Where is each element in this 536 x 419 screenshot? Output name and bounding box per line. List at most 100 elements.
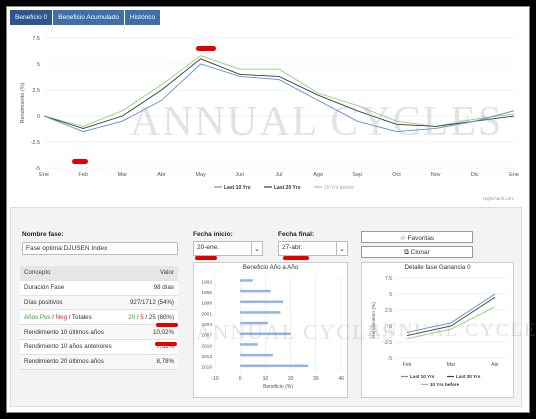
clonar-button[interactable]: ⧉ Clonar — [361, 246, 473, 258]
y-axis-label: Rendimiento (%) — [371, 302, 377, 338]
stats-table: Concepto Valor Duración Fase 98 días Día… — [20, 266, 178, 370]
x-tick-label: Dic — [471, 172, 479, 178]
y-tick-label: -2.5 — [383, 340, 392, 346]
value-header: Valor — [160, 269, 174, 277]
clonar-label: Clonar — [410, 249, 430, 256]
y-tick-label: 1992 — [201, 279, 212, 285]
star-icon: ☆ — [399, 235, 406, 242]
yearly-benefit-panel: Beneficio Año a Año — [193, 262, 348, 398]
series-line — [43, 63, 515, 133]
x-tick-label: 30 — [313, 376, 319, 382]
bar — [240, 364, 309, 368]
y-tick-label: 5 — [37, 62, 40, 68]
stats-header: Concepto Valor — [20, 266, 178, 281]
bar — [240, 353, 273, 357]
x-tick-label: Nov — [431, 172, 441, 178]
stat-value: 98 días — [153, 284, 174, 292]
phase-name-label: Nombre fase: — [22, 231, 64, 238]
start-date-label: Fecha inicio: — [193, 231, 233, 238]
yearly-benefit-title: Beneficio Año a Año — [242, 264, 299, 271]
x-tick-label: Sep — [352, 172, 362, 178]
bar — [240, 279, 253, 282]
y-tick-label: 2.5 — [32, 88, 40, 94]
x-tick-label: -10 — [211, 376, 218, 382]
watermark: ANNUAL CYCLES — [367, 320, 536, 341]
chart-credit: Highcharts.com — [483, 196, 515, 201]
end-date-label: Fecha final: — [278, 231, 315, 238]
y-tick-label: 2010 — [201, 343, 212, 349]
bar — [240, 332, 291, 336]
sep-value: / — [135, 313, 141, 321]
annotation-mark — [196, 46, 216, 51]
annotation-mark — [72, 159, 88, 164]
annotation-mark — [283, 256, 309, 260]
y-axis-label: Rendimiento (%) — [20, 82, 26, 123]
legend-item: Last 20 Yrs — [456, 374, 481, 379]
series-line — [406, 296, 496, 337]
bar — [240, 300, 284, 304]
legend-item: 10 Yrs before — [430, 382, 459, 387]
end-date-select[interactable]: 27-abr. ⌄ — [278, 241, 348, 256]
neg-count: 5 — [140, 313, 144, 321]
y-tick-label: -5 — [35, 166, 40, 172]
x-tick-label: Ene — [39, 172, 49, 178]
x-tick-label: Feb — [403, 362, 412, 368]
y-tick-label: 1995 — [201, 290, 212, 296]
legend-item: 10 Yrs before — [324, 185, 354, 191]
table-row: Años Pos / Neg / Totales 20 / 5 / 25 (80… — [20, 310, 178, 326]
neg-label: Neg — [55, 313, 68, 321]
x-tick-label: 10 — [263, 376, 269, 382]
x-tick-label: Mar — [447, 362, 456, 368]
x-tick-label: 0 — [239, 376, 242, 382]
x-tick-label: Oct — [392, 172, 401, 178]
table-row: Rendimiento 20 últimos años 8,78% — [20, 354, 178, 370]
x-tick-label: 40 — [338, 376, 344, 382]
x-tick-label: Feb — [78, 172, 87, 178]
series-line — [43, 58, 515, 129]
series-line — [406, 306, 496, 340]
x-tick-label: May — [195, 172, 206, 178]
annotation-mark — [155, 342, 177, 346]
y-tick-label: 7.5 — [385, 276, 392, 282]
y-tick-label: 2013 — [201, 354, 212, 360]
pos-count: 20 — [128, 313, 136, 321]
copy-icon: ⧉ — [404, 249, 409, 256]
table-row: Duración Fase 98 días — [20, 280, 178, 296]
stat-value: 8,78% — [156, 358, 174, 366]
stat-value: 20 / 5 / 25 (80%) — [128, 314, 174, 321]
watermark: ANNUAL CYCLES — [130, 99, 504, 145]
stat-value: 927/1712 (54%) — [129, 298, 174, 306]
y-tick-label: -5 — [388, 356, 393, 362]
bar — [240, 321, 268, 325]
bar — [240, 289, 271, 293]
x-tick-label: Ene — [509, 172, 519, 178]
bar — [240, 311, 281, 314]
x-tick-label: Jun — [235, 172, 244, 178]
chevron-down-icon[interactable]: ⌄ — [251, 242, 262, 255]
chevron-down-icon[interactable]: ⌄ — [336, 242, 347, 255]
y-tick-label: 2001 — [201, 311, 212, 317]
phase-name-input[interactable]: Fase optima:DJUSEN Index — [22, 242, 178, 255]
concept-header: Concepto — [24, 269, 51, 277]
x-tick-label: 20 — [288, 376, 294, 382]
x-tick-label: Ago — [313, 172, 323, 178]
y-tick-label: 0 — [37, 114, 40, 120]
x-axis-label: Beneficio (%) — [263, 384, 293, 390]
stat-label: Rendimiento 10 últimos años — [24, 328, 104, 336]
start-date-select[interactable]: 20-ene. ⌄ — [193, 241, 263, 256]
tab-historico[interactable]: Histórico — [124, 10, 161, 25]
stat-label: Rendimiento 20 últimos años — [24, 358, 104, 366]
favoritas-button[interactable]: ☆ Favoritas — [361, 231, 473, 243]
tab-beneficio-acumulado[interactable]: Beneficio Acumulado — [53, 10, 124, 25]
tab-beneficio-0[interactable]: Beneficio 0 — [10, 10, 53, 25]
rest-value: / 25 (80%) — [143, 313, 174, 321]
y-tick-label: 2.5 — [385, 308, 392, 314]
start-date-value: 20-ene. — [197, 244, 220, 251]
table-row: Días positivos 927/1712 (54%) — [20, 295, 178, 311]
table-row: Rendimiento 10 últimos años 10,02% — [20, 325, 178, 340]
phase-detail-panel: Detalle fase Ganancia 0 — [361, 262, 514, 398]
legend-item: Last 10 Yrs — [224, 185, 251, 191]
x-tick-label: Abr — [157, 172, 166, 178]
legend-item: Last 10 Yrs — [410, 374, 435, 379]
